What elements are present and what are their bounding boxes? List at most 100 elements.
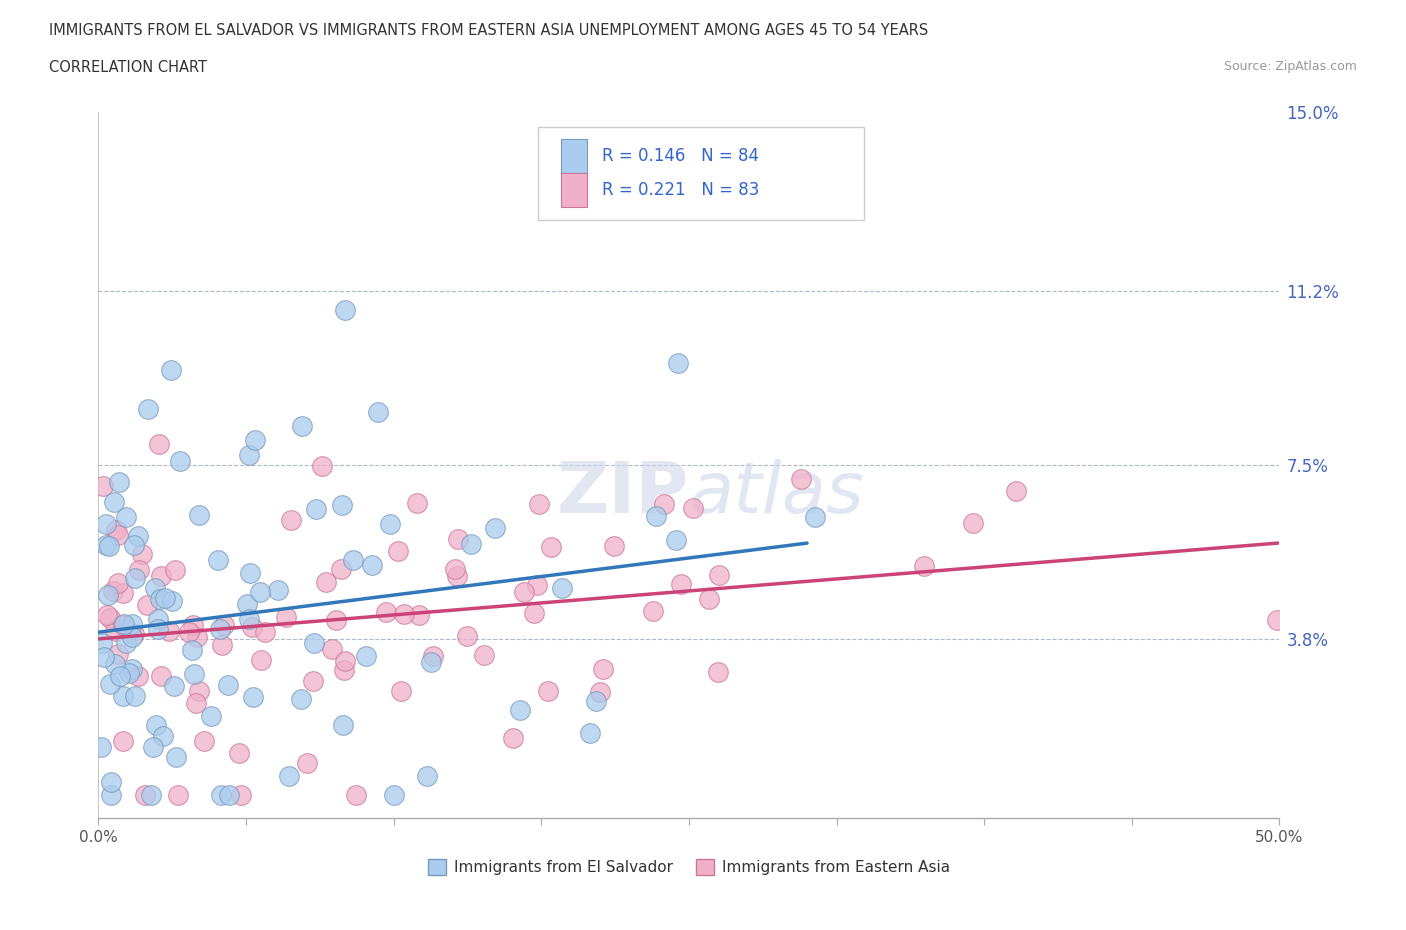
Point	[315, 574, 337, 589]
Point	[181, 643, 204, 658]
Point	[387, 543, 409, 558]
Text: IMMIGRANTS FROM EL SALVADOR VS IMMIGRANTS FROM EASTERN ASIA UNEMPLOYMENT AMONG A: IMMIGRANTS FROM EL SALVADOR VS IMMIGRANT…	[49, 23, 928, 38]
Point	[295, 755, 318, 770]
Point	[267, 583, 290, 598]
Point	[107, 646, 129, 661]
Point	[527, 497, 550, 512]
Point	[209, 788, 232, 803]
Point	[111, 585, 134, 600]
Point	[250, 653, 273, 668]
Point	[330, 498, 353, 512]
Point	[460, 537, 482, 551]
Point	[408, 608, 430, 623]
Point	[447, 531, 470, 546]
Point	[304, 635, 326, 650]
Point	[193, 734, 215, 749]
Point	[127, 669, 149, 684]
Point	[165, 750, 187, 764]
Point	[160, 593, 183, 608]
Text: R = 0.146   N = 84: R = 0.146 N = 84	[602, 147, 759, 166]
Point	[278, 768, 301, 783]
Point	[330, 562, 353, 577]
Point	[200, 709, 222, 724]
Point	[186, 695, 208, 710]
Point	[108, 669, 131, 684]
Point	[240, 619, 263, 634]
Point	[90, 635, 112, 650]
Point	[142, 740, 165, 755]
Point	[207, 552, 229, 567]
Point	[291, 418, 314, 433]
Point	[121, 630, 143, 644]
Point	[187, 684, 209, 699]
Point	[98, 676, 121, 691]
Point	[585, 694, 607, 709]
Point	[208, 621, 231, 636]
Point	[537, 684, 560, 698]
Point	[290, 692, 312, 707]
Point	[389, 684, 412, 698]
Point	[136, 598, 159, 613]
Point	[332, 718, 354, 733]
Point	[1005, 484, 1028, 498]
Point	[962, 515, 984, 530]
Point	[238, 448, 260, 463]
Point	[93, 650, 115, 665]
Point	[321, 642, 343, 657]
Text: R = 0.221   N = 83: R = 0.221 N = 83	[602, 181, 759, 199]
Point	[509, 702, 531, 717]
Point	[103, 584, 125, 599]
Text: atlas: atlas	[689, 458, 863, 527]
Point	[420, 655, 443, 670]
Point	[238, 612, 260, 627]
Point	[671, 577, 693, 591]
Point	[145, 718, 167, 733]
Point	[540, 539, 562, 554]
Point	[107, 528, 129, 543]
Point	[118, 666, 141, 681]
Point	[103, 624, 125, 639]
Point	[249, 584, 271, 599]
Point	[96, 516, 118, 531]
Point	[242, 690, 264, 705]
Point	[236, 597, 259, 612]
Point	[149, 568, 172, 583]
Point	[311, 458, 333, 473]
Point	[107, 474, 129, 489]
Point	[665, 533, 688, 548]
Point	[356, 648, 378, 663]
Point	[254, 624, 277, 639]
Point	[382, 788, 405, 803]
Point	[103, 495, 125, 510]
Text: ZIP: ZIP	[557, 458, 689, 527]
Point	[243, 432, 266, 447]
Point	[472, 647, 495, 662]
Point	[804, 510, 827, 525]
Point	[98, 611, 121, 626]
Point	[152, 728, 174, 743]
Point	[707, 665, 730, 680]
Point	[301, 674, 323, 689]
Point	[228, 746, 250, 761]
Point	[526, 578, 548, 592]
Point	[406, 496, 429, 511]
Point	[416, 769, 439, 784]
Point	[169, 454, 191, 469]
Point	[139, 788, 162, 803]
Point	[148, 622, 170, 637]
Point	[502, 730, 524, 745]
FancyBboxPatch shape	[561, 173, 588, 207]
Point	[160, 362, 183, 377]
Legend: Immigrants from El Salvador, Immigrants from Eastern Asia: Immigrants from El Salvador, Immigrants …	[422, 853, 956, 882]
Point	[122, 627, 145, 642]
Point	[143, 580, 166, 595]
Point	[115, 510, 138, 525]
Point	[131, 547, 153, 562]
Point	[333, 302, 356, 317]
Point	[112, 733, 135, 748]
Point	[121, 662, 143, 677]
Point	[121, 617, 143, 631]
Text: Source: ZipAtlas.com: Source: ZipAtlas.com	[1223, 60, 1357, 73]
Text: CORRELATION CHART: CORRELATION CHART	[49, 60, 207, 75]
Point	[641, 604, 664, 618]
